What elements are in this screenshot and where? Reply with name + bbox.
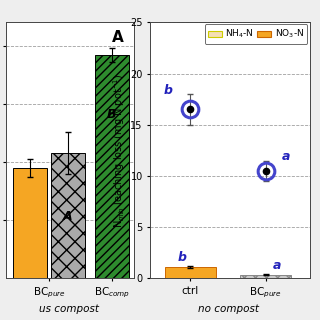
Text: A: A xyxy=(63,210,73,222)
Text: a: a xyxy=(273,260,281,272)
Bar xyxy=(95,55,129,278)
Bar xyxy=(240,275,291,278)
Bar xyxy=(165,267,216,278)
Text: b: b xyxy=(178,251,187,264)
Text: A: A xyxy=(112,30,124,45)
Text: a: a xyxy=(282,150,291,163)
Legend: NH$_4$-N, NO$_3$-N: NH$_4$-N, NO$_3$-N xyxy=(204,24,308,44)
Text: us compost: us compost xyxy=(39,304,99,314)
Text: b: b xyxy=(164,84,172,97)
Text: B: B xyxy=(107,108,116,121)
Bar xyxy=(13,168,47,278)
Bar xyxy=(51,153,85,278)
Text: no compost: no compost xyxy=(198,304,259,314)
Y-axis label: N$_{min}$ leaching loss (mg N pot$^{-1}$): N$_{min}$ leaching loss (mg N pot$^{-1}$… xyxy=(112,73,127,228)
